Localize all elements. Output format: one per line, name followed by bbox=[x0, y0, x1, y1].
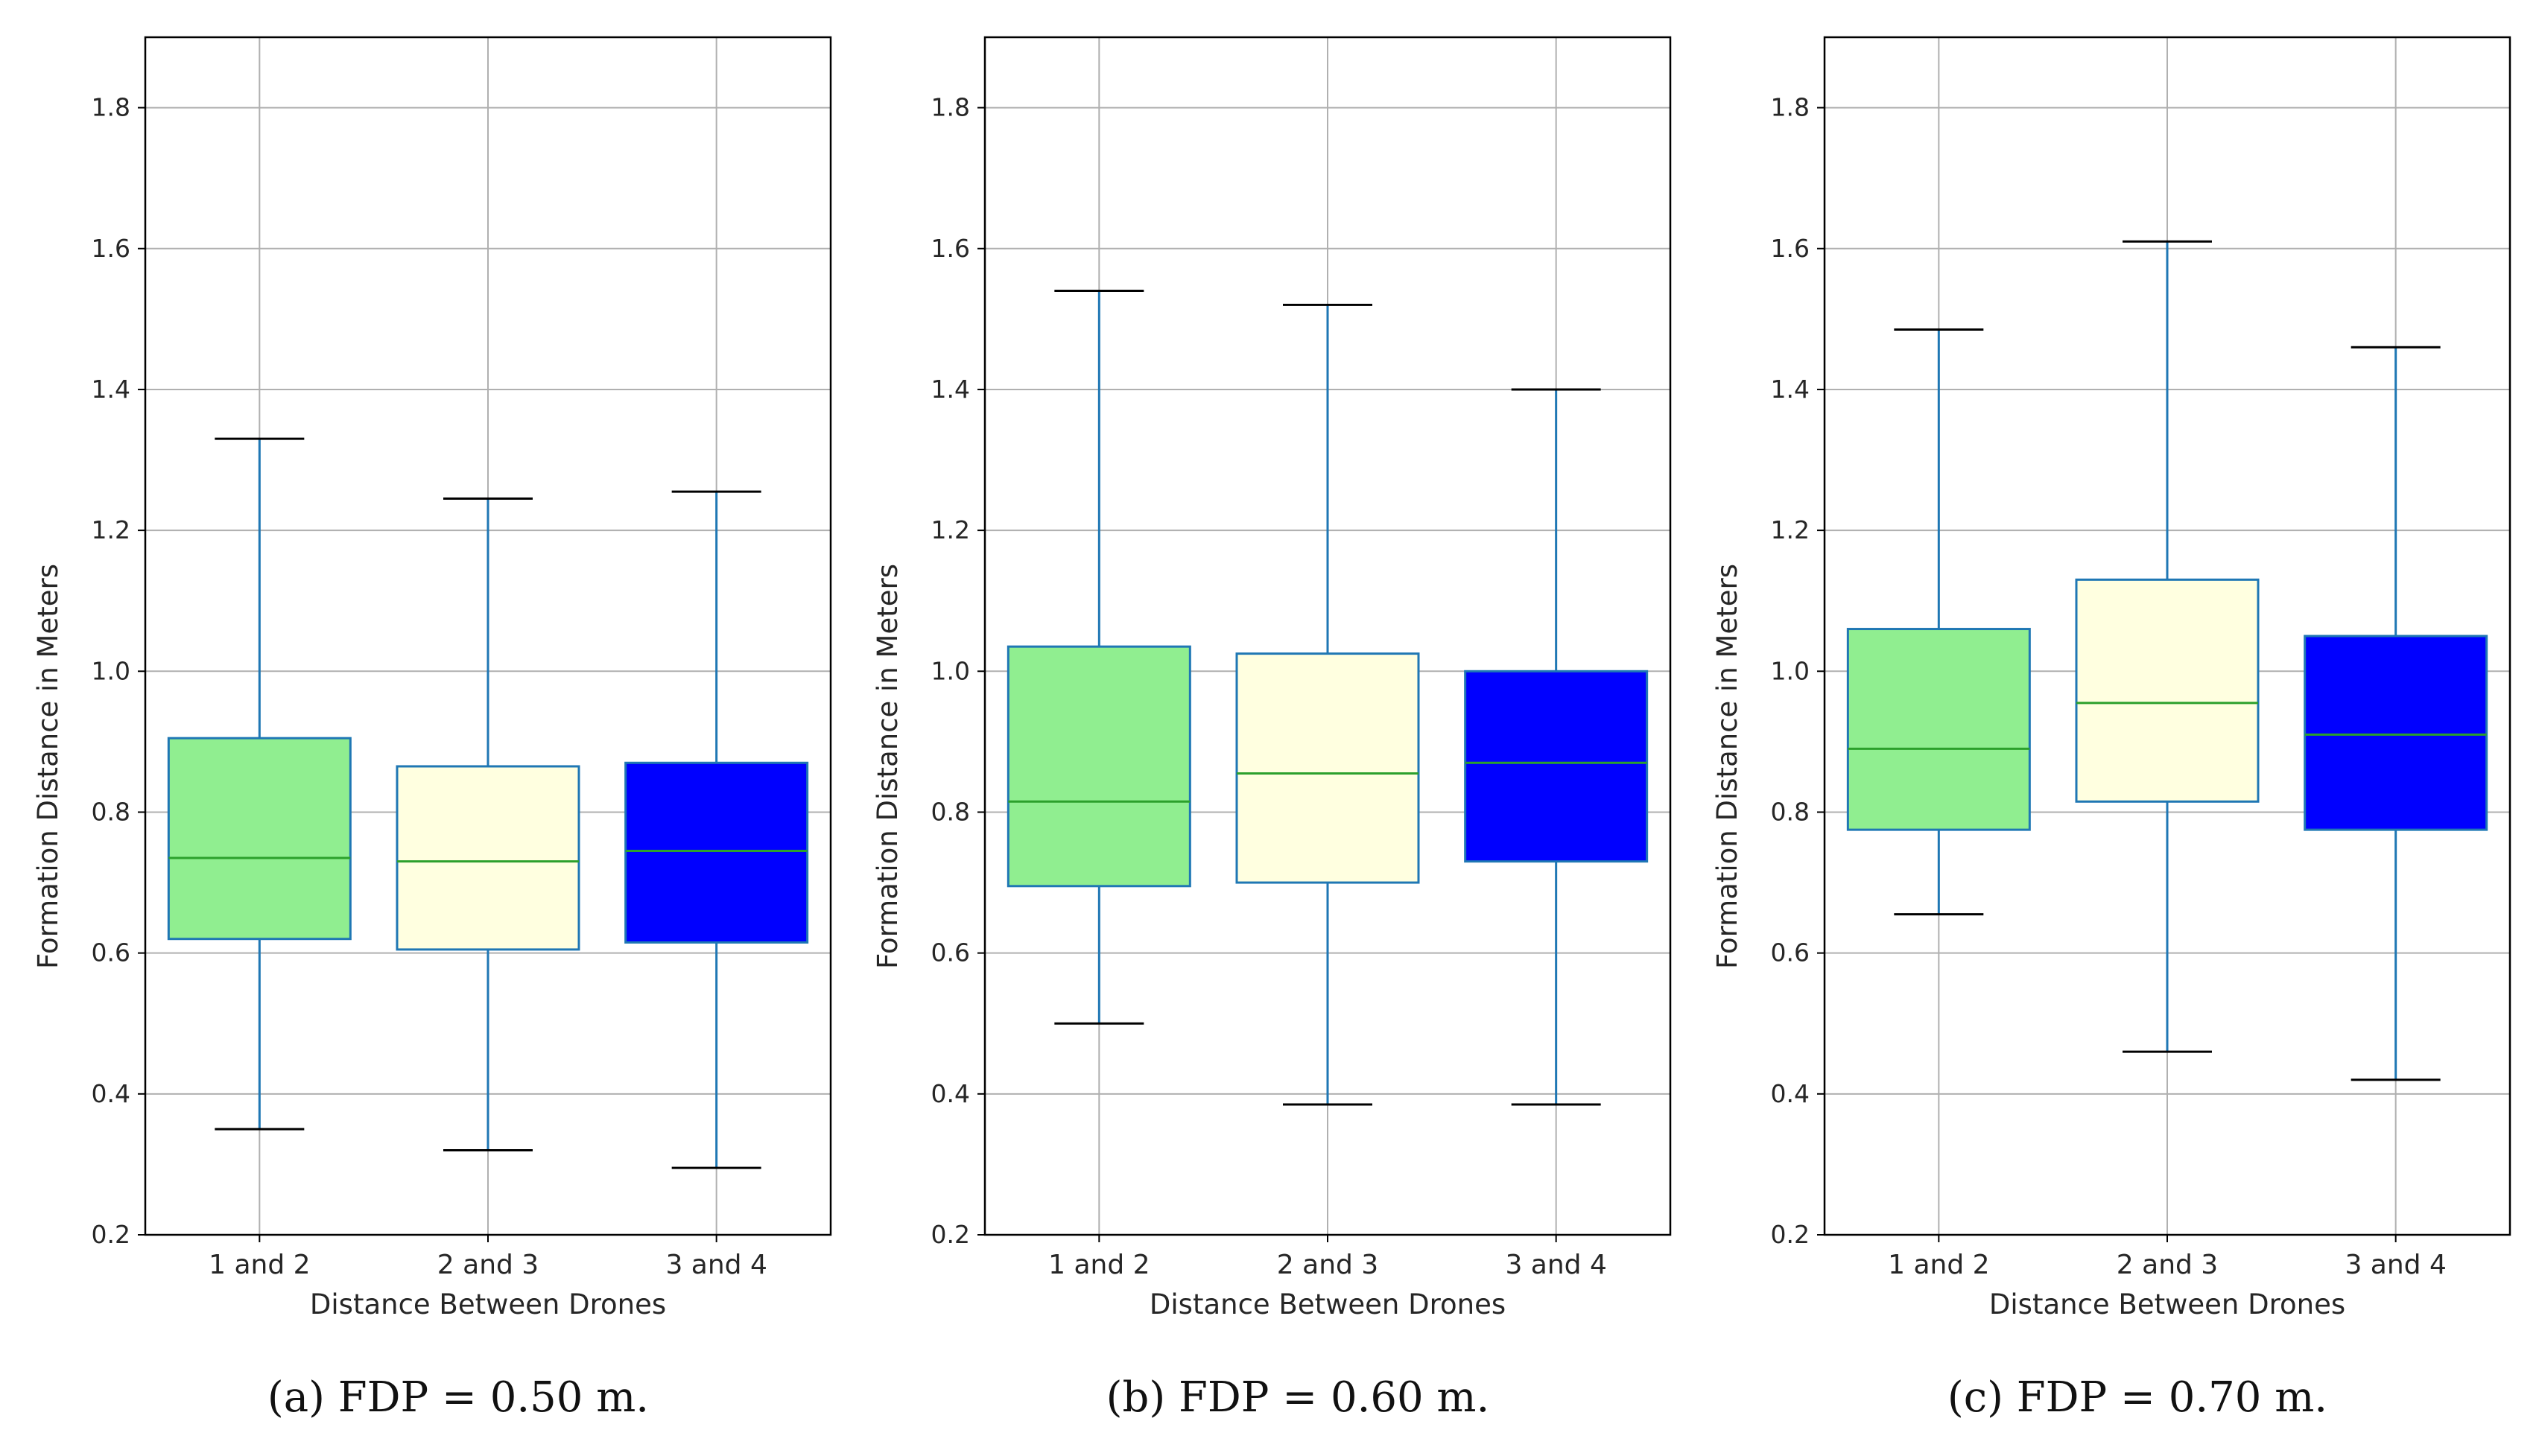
box-iqr[interactable] bbox=[1464, 670, 1649, 863]
y-tick-label: 0.6 bbox=[931, 938, 970, 967]
y-tick-label: 1.4 bbox=[1771, 375, 1810, 404]
y-tick-label: 1.8 bbox=[1771, 93, 1810, 122]
y-tick-label: 1.2 bbox=[931, 515, 970, 544]
subplot-b: 0.2 0.4 0.6 0.8 1.0 1.2 1.4 1.6 1.8 1 and 2 2 and … bbox=[872, 36, 1672, 1422]
x-axis-label: Distance Between Drones bbox=[310, 1288, 666, 1320]
axes-frame bbox=[144, 36, 832, 1236]
subplot-caption: (a) FDP = 0.50 m. bbox=[267, 1373, 649, 1422]
x-axis-label: Distance Between Drones bbox=[1150, 1288, 1506, 1320]
box-3[interactable] bbox=[2304, 346, 2488, 1081]
box-3[interactable] bbox=[1464, 388, 1649, 1106]
y-axis-label: Formation Distance in Meters bbox=[1711, 564, 1743, 969]
y-tick-label: 1.4 bbox=[92, 375, 130, 404]
y-tick-label: 1.6 bbox=[92, 234, 130, 263]
axes-frame bbox=[983, 36, 1672, 1236]
y-tick-label: 1.8 bbox=[931, 93, 970, 122]
box-iqr[interactable] bbox=[2304, 635, 2488, 831]
box-3[interactable] bbox=[624, 490, 809, 1169]
subplot-caption: (b) FDP = 0.60 m. bbox=[1106, 1373, 1490, 1422]
y-tick-label: 0.4 bbox=[92, 1079, 130, 1108]
y-axis-label: Formation Distance in Meters bbox=[32, 564, 64, 969]
y-tick-label: 0.8 bbox=[931, 797, 970, 826]
y-tick-label: 0.6 bbox=[92, 938, 130, 967]
box-1[interactable] bbox=[1007, 290, 1191, 1025]
x-axis-label: Distance Between Drones bbox=[1989, 1288, 2345, 1320]
y-tick-label: 1.4 bbox=[931, 375, 970, 404]
y-tick-label: 1.8 bbox=[92, 93, 130, 122]
x-tick-label: 2 and 3 bbox=[1277, 1250, 1378, 1280]
box-iqr[interactable] bbox=[1846, 628, 2031, 831]
y-tick-label: 1.0 bbox=[931, 656, 970, 685]
x-tick-label: 1 and 2 bbox=[1888, 1250, 1989, 1280]
y-tick-label: 0.2 bbox=[92, 1220, 130, 1249]
x-tick-label: 1 and 2 bbox=[209, 1250, 310, 1280]
box-iqr[interactable] bbox=[396, 765, 580, 951]
y-tick-label: 0.4 bbox=[1771, 1079, 1810, 1108]
box-1[interactable] bbox=[1846, 328, 2031, 916]
subplot-caption: (c) FDP = 0.70 m. bbox=[1947, 1373, 2327, 1422]
x-tick-label: 3 and 4 bbox=[2345, 1250, 2446, 1280]
subplot-c: 0.2 0.4 0.6 0.8 1.0 1.2 1.4 1.6 1.8 1 and 2 2 and … bbox=[1711, 36, 2511, 1422]
box-2[interactable] bbox=[2075, 240, 2260, 1053]
box-iqr[interactable] bbox=[167, 737, 352, 941]
y-tick-label: 1.6 bbox=[931, 234, 970, 263]
y-tick-label: 0.4 bbox=[931, 1079, 970, 1108]
y-tick-label: 0.2 bbox=[1771, 1220, 1810, 1249]
box-1[interactable] bbox=[167, 437, 352, 1131]
y-tick-label: 0.8 bbox=[92, 797, 130, 826]
y-tick-label: 0.2 bbox=[931, 1220, 970, 1249]
y-tick-label: 1.2 bbox=[1771, 515, 1810, 544]
y-axis-label: Formation Distance in Meters bbox=[872, 564, 904, 969]
y-tick-label: 1.0 bbox=[1771, 656, 1810, 685]
y-tick-label: 1.0 bbox=[92, 656, 130, 685]
axes-frame bbox=[1823, 36, 2511, 1236]
box-2[interactable] bbox=[396, 497, 580, 1151]
x-tick-label: 1 and 2 bbox=[1048, 1250, 1150, 1280]
y-tick-label: 1.6 bbox=[1771, 234, 1810, 263]
x-tick-label: 2 and 3 bbox=[2117, 1250, 2218, 1280]
y-tick-label: 1.2 bbox=[92, 515, 130, 544]
y-tick-label: 0.8 bbox=[1771, 797, 1810, 826]
x-tick-label: 2 and 3 bbox=[437, 1250, 539, 1280]
x-tick-label: 3 and 4 bbox=[1505, 1250, 1606, 1280]
y-tick-label: 0.6 bbox=[1771, 938, 1810, 967]
x-tick-label: 3 and 4 bbox=[665, 1250, 767, 1280]
subplot-a: 0.2 0.4 0.6 0.8 1.0 1.2 1.4 1.6 1.8 1 and 2 2 and … bbox=[32, 36, 832, 1422]
box-iqr[interactable] bbox=[1235, 652, 1420, 884]
box-iqr[interactable] bbox=[2075, 578, 2260, 803]
box-iqr[interactable] bbox=[624, 761, 809, 944]
box-2[interactable] bbox=[1235, 303, 1420, 1106]
box-iqr[interactable] bbox=[1007, 645, 1191, 888]
